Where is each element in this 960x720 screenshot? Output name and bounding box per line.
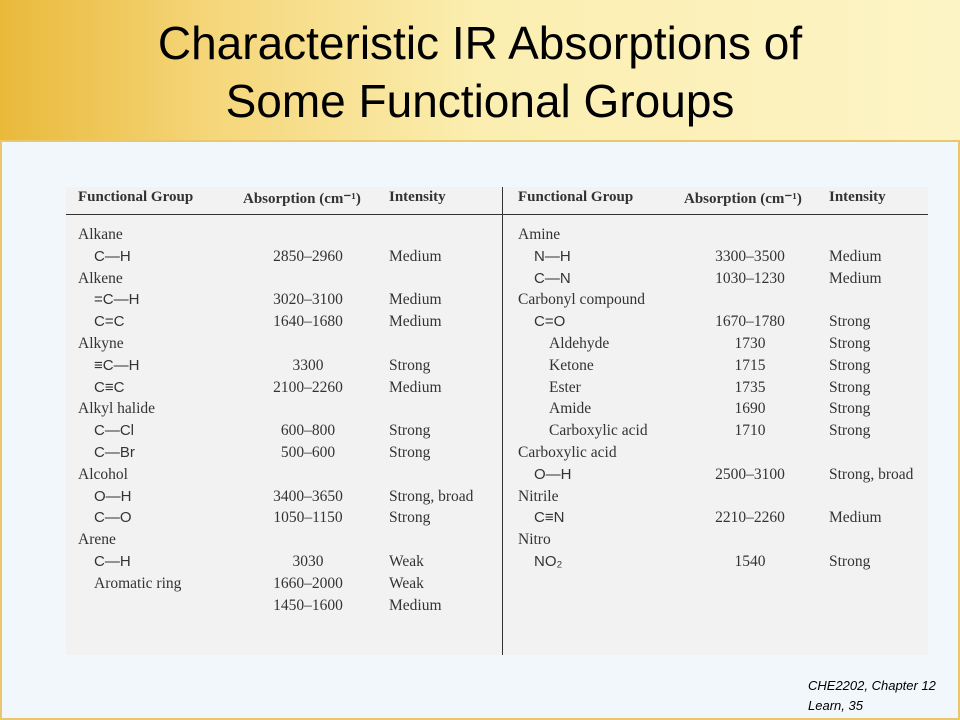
functional-group-cell: Alkene <box>78 269 123 287</box>
absorption-cell: 1670–1780 <box>715 313 785 331</box>
intensity-cell: Strong <box>829 313 871 331</box>
functional-group-cell: Arene <box>78 531 116 549</box>
intensity-cell: Strong <box>829 335 871 352</box>
title-band <box>0 0 960 140</box>
intensity-cell: Weak <box>389 553 424 570</box>
intensity-cell: Strong, broad <box>829 465 914 483</box>
functional-group-cell: Carboxylic acid <box>518 444 617 461</box>
functional-group-cell: O—H <box>94 487 132 505</box>
absorption-cell: 1450–1600 <box>273 596 343 614</box>
absorption-cell: 2210–2260 <box>715 509 785 527</box>
functional-group-cell: ≡C—H <box>94 356 140 374</box>
functional-group-cell: Amine <box>518 226 561 243</box>
functional-group-cell: Ester <box>549 378 581 396</box>
functional-group-cell: C—N <box>534 269 571 287</box>
functional-group-cell: Alkyne <box>78 335 124 352</box>
absorption-cell: 1660–2000 <box>273 574 343 592</box>
functional-group-cell: C≡N <box>534 509 565 527</box>
title-line-2: Some Functional Groups <box>225 75 735 127</box>
functional-group-cell: Carboxylic acid <box>549 422 648 440</box>
intensity-cell: Medium <box>389 247 442 265</box>
footer-page: Learn, 35 <box>808 698 863 713</box>
functional-group-cell: Alkane <box>78 226 123 243</box>
absorption-cell: 2500–3100 <box>715 465 785 483</box>
functional-group-cell: C=O <box>534 313 566 331</box>
intensity-cell: Strong, broad <box>389 487 474 505</box>
functional-group-cell: C=C <box>94 313 125 331</box>
functional-group-cell: Ketone <box>549 356 594 374</box>
header-absorption-right: Absorption (cm⁻¹) <box>684 191 802 207</box>
intensity-cell: Strong <box>389 509 431 527</box>
intensity-cell: Strong <box>389 356 431 374</box>
absorption-cell: 1050–1150 <box>273 509 343 527</box>
intensity-cell: Strong <box>829 422 871 440</box>
functional-group-cell: Alcohol <box>78 465 128 483</box>
footer-course: CHE2202, Chapter 12 <box>808 678 936 693</box>
header-absorption-left: Absorption (cm⁻¹) <box>243 191 361 207</box>
absorption-cell: 1710 <box>734 422 766 440</box>
functional-group-cell: Aldehyde <box>549 335 610 352</box>
functional-group-cell: C—Cl <box>94 422 134 440</box>
absorption-cell: 3030 <box>292 553 324 570</box>
title-line-1: Characteristic IR Absorptions of <box>157 17 803 69</box>
intensity-cell: Medium <box>389 291 442 309</box>
intensity-cell: Medium <box>389 596 442 614</box>
functional-group-cell: Carbonyl compound <box>518 291 645 309</box>
header-intensity-left: Intensity <box>389 189 446 205</box>
absorption-cell: 1640–1680 <box>273 313 343 331</box>
functional-group-cell: O—H <box>534 465 572 483</box>
header-intensity-right: Intensity <box>829 189 886 205</box>
intensity-cell: Strong <box>829 400 871 418</box>
absorption-cell: 3300 <box>292 356 324 374</box>
intensity-cell: Strong <box>829 553 871 570</box>
absorption-cell: 3020–3100 <box>273 291 343 309</box>
functional-group-cell: C—O <box>94 509 132 527</box>
functional-group-cell: C—H <box>94 247 131 265</box>
functional-group-cell: Nitro <box>518 531 551 549</box>
slide-title: Characteristic IR Absorptions of Some Fu… <box>0 14 960 130</box>
functional-group-cell: Aromatic ring <box>94 574 182 592</box>
intensity-cell: Strong <box>829 378 871 396</box>
intensity-cell: Strong <box>829 356 871 374</box>
header-functional-group-right: Functional Group <box>518 189 634 205</box>
absorption-cell: 2850–2960 <box>273 247 343 265</box>
absorption-cell: 1730 <box>734 335 766 352</box>
absorption-cell: 1540 <box>734 553 766 570</box>
ir-table <box>66 187 928 655</box>
functional-group-cell: Alkyl halide <box>78 400 156 418</box>
functional-group-cell: C—Br <box>94 444 135 461</box>
column-divider <box>502 187 503 655</box>
header-functional-group-left: Functional Group <box>78 189 194 205</box>
slide-footer: CHE2202, Chapter 12 Learn, 35 <box>808 676 936 716</box>
absorption-cell: 2100–2260 <box>273 378 343 396</box>
absorption-cell: 1030–1230 <box>715 269 785 287</box>
absorption-cell: 600–800 <box>280 422 336 440</box>
absorption-cell: 1715 <box>734 356 766 374</box>
intensity-cell: Medium <box>829 509 882 527</box>
intensity-cell: Strong <box>389 444 431 461</box>
functional-group-cell: C—H <box>94 553 131 570</box>
header-rule-right <box>503 214 928 215</box>
intensity-cell: Strong <box>389 422 431 440</box>
intensity-cell: Weak <box>389 574 424 592</box>
intensity-cell: Medium <box>389 313 442 331</box>
functional-group-cell: =C—H <box>94 291 140 309</box>
absorption-cell: 500–600 <box>280 444 336 461</box>
absorption-cell: 1735 <box>734 378 766 396</box>
absorption-cell: 3400–3650 <box>273 487 343 505</box>
intensity-cell: Medium <box>829 269 882 287</box>
absorption-cell: 3300–3500 <box>715 247 785 265</box>
intensity-cell: Medium <box>389 378 442 396</box>
functional-group-cell: Amide <box>549 400 592 418</box>
functional-group-cell: N—H <box>534 247 571 265</box>
functional-group-cell: Nitrile <box>518 487 559 505</box>
header-rule-left <box>66 214 502 215</box>
intensity-cell: Medium <box>829 247 882 265</box>
absorption-cell: 1690 <box>734 400 766 418</box>
functional-group-cell: C≡C <box>94 378 125 396</box>
functional-group-cell: NO₂ <box>534 553 563 570</box>
